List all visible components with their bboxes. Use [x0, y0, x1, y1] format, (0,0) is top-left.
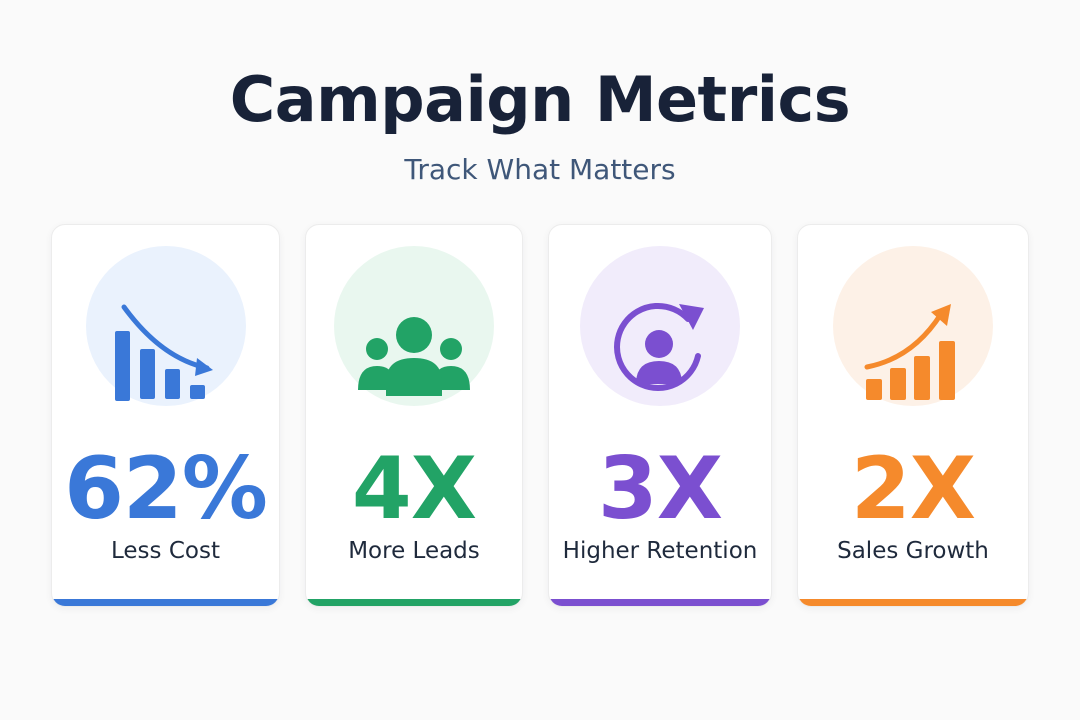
- metric-card-sales-growth: 2X Sales Growth: [797, 224, 1029, 607]
- icon-circle: [580, 246, 740, 406]
- metric-card-higher-retention: 3X Higher Retention: [548, 224, 772, 607]
- metric-value: 2X: [850, 439, 976, 539]
- icon-circle: [334, 246, 494, 406]
- bar-chart-growth-icon: [864, 304, 955, 400]
- metric-label: More Leads: [348, 538, 480, 564]
- user-refresh-icon: [614, 302, 704, 391]
- metric-value: 62%: [64, 439, 268, 539]
- metric-label: Less Cost: [111, 538, 220, 564]
- bar-chart-decrease-icon: [114, 304, 213, 401]
- metric-value: 4X: [351, 439, 477, 539]
- metric-value: 3X: [597, 439, 723, 539]
- accent-bar: [52, 599, 279, 606]
- page-title: Campaign Metrics: [229, 63, 851, 136]
- page-subtitle: Track What Matters: [404, 153, 676, 186]
- users-group-icon: [358, 317, 470, 396]
- accent-bar: [306, 599, 522, 606]
- icon-circle: [833, 246, 993, 406]
- accent-bar: [798, 599, 1028, 606]
- metric-card-less-cost: 62% Less Cost: [51, 224, 280, 607]
- accent-bar: [549, 599, 771, 606]
- metric-label: Sales Growth: [837, 538, 989, 564]
- metric-card-more-leads: 4X More Leads: [305, 224, 523, 607]
- icon-circle: [85, 246, 246, 406]
- metric-label: Higher Retention: [562, 538, 758, 564]
